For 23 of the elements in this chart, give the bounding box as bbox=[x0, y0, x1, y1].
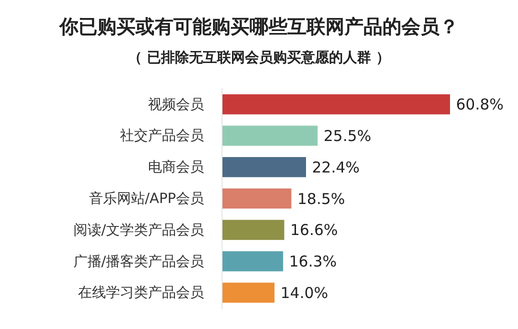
y-tick-label: 阅读/文学类产品会员 bbox=[73, 222, 204, 238]
chart-subtitle: （ 已排除无互联网会员购买意愿的人群 ） bbox=[128, 49, 390, 66]
data-label: 16.6% bbox=[290, 221, 338, 240]
data-label: 60.8% bbox=[456, 96, 504, 114]
y-tick-label: 音乐网站/APP会员 bbox=[88, 190, 204, 207]
bar bbox=[222, 157, 306, 178]
bar bbox=[222, 251, 284, 272]
data-label: 14.0% bbox=[280, 284, 328, 302]
bar bbox=[222, 282, 274, 303]
y-tick-label: 广播/播客类产品会员 bbox=[73, 254, 204, 270]
y-tick-label: 电商会员 bbox=[148, 160, 204, 176]
bar bbox=[222, 220, 284, 240]
data-label: 18.5% bbox=[297, 190, 346, 208]
data-label: 16.3% bbox=[289, 252, 337, 271]
data-label: 25.5% bbox=[324, 126, 372, 145]
chart-title: 你已购买或有可能购买哪些互联网产品的会员？ bbox=[58, 16, 458, 38]
bar bbox=[222, 188, 292, 209]
bar bbox=[222, 94, 450, 114]
bar bbox=[222, 126, 318, 146]
y-tick-label: 视频会员 bbox=[148, 96, 204, 113]
y-tick-label: 在线学习类产品会员 bbox=[78, 285, 204, 302]
data-label: 22.4% bbox=[312, 158, 360, 176]
y-tick-label: 社交产品会员 bbox=[120, 128, 204, 144]
